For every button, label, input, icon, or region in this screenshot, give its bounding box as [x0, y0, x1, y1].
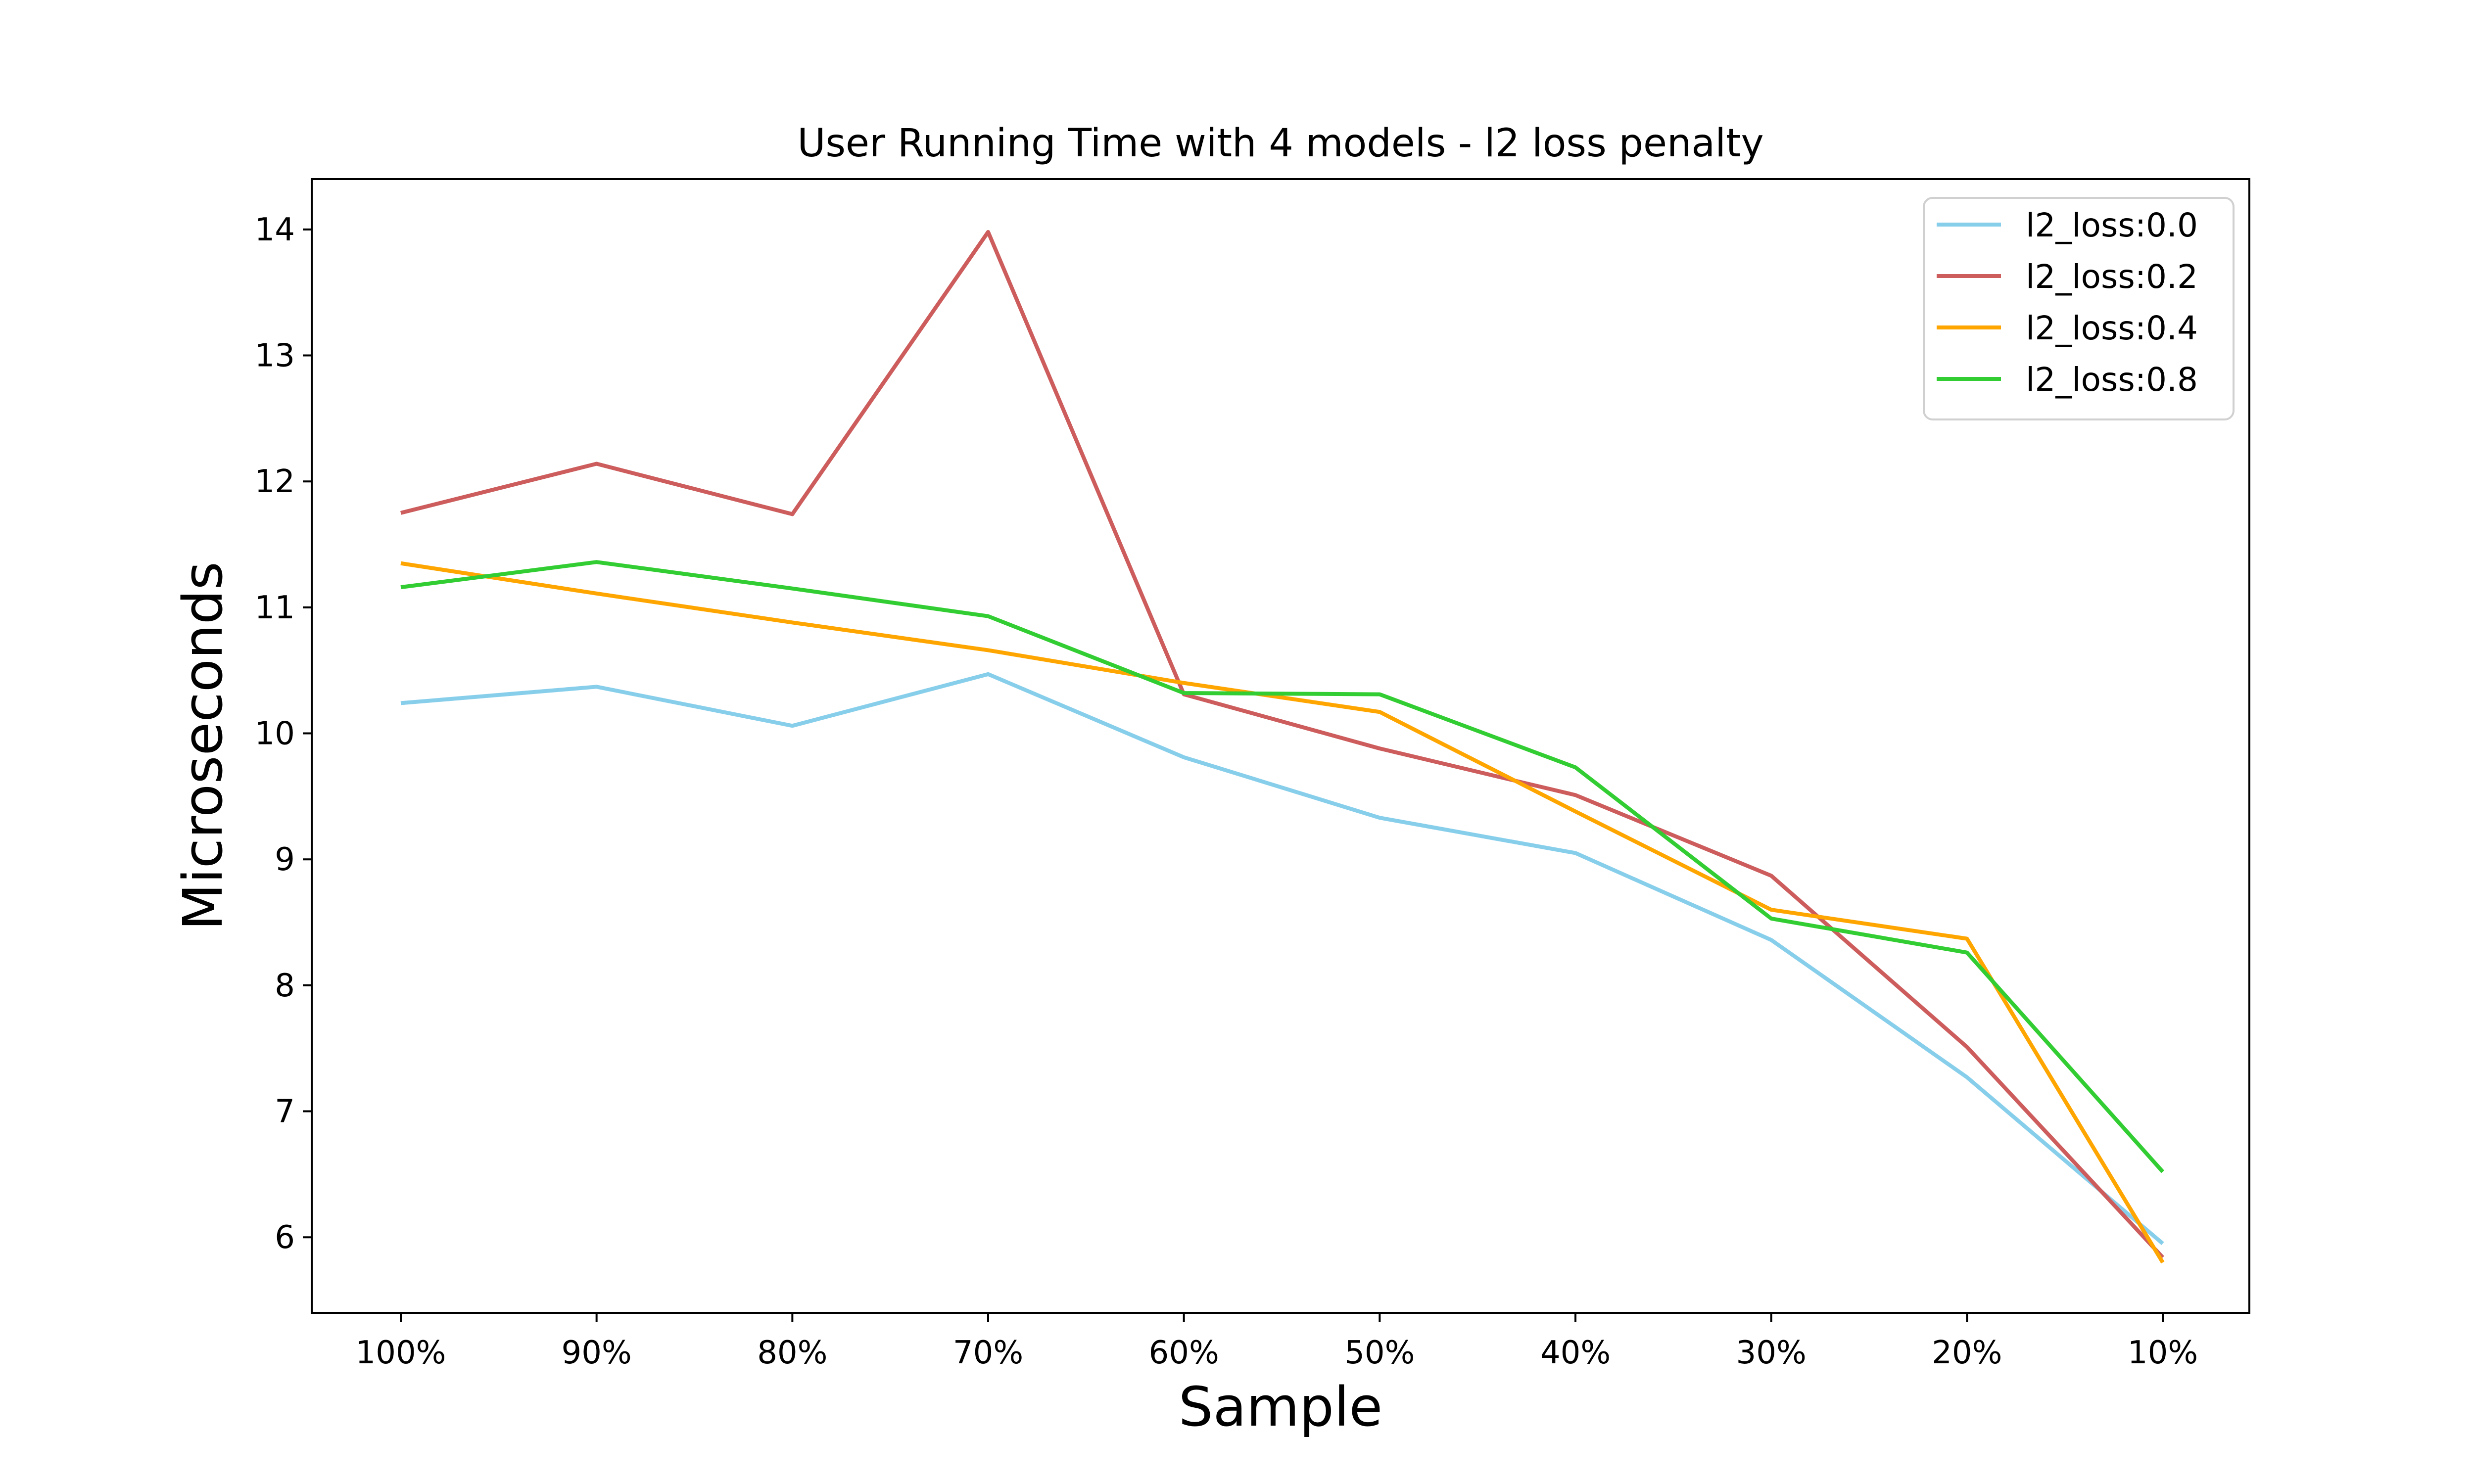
x-tick-label: 90%: [562, 1335, 632, 1371]
plot-area: [400, 230, 2165, 1264]
legend-label: l2_loss:0.4: [2026, 309, 2198, 347]
y-axis-title: Microseconds: [171, 561, 235, 930]
plot-frame: [311, 178, 2250, 1314]
x-tick-label: 40%: [1540, 1335, 1611, 1371]
series-line-1: [400, 230, 2164, 1259]
y-tick-label: 12: [255, 464, 295, 500]
y-tick-label: 11: [255, 590, 295, 626]
y-tick-label: 9: [275, 841, 295, 878]
y-tick-label: 8: [275, 968, 295, 1004]
x-axis: 100% 90% 80% 70% 60% 50% 40% 30% 20% 10%: [356, 1313, 2198, 1371]
legend-box: [1923, 197, 2235, 420]
x-tick-label: 70%: [953, 1335, 1023, 1371]
x-tick-label: 30%: [1736, 1335, 1807, 1371]
legend-label: l2_loss:0.8: [2026, 361, 2198, 399]
series-line-2: [400, 561, 2165, 1264]
series-line-3: [400, 560, 2164, 1173]
y-axis: 6 7 8 9 10 11 12 13 14: [255, 212, 312, 1256]
y-tick-label: 10: [255, 716, 295, 752]
x-tick-label: 20%: [1932, 1335, 2002, 1371]
legend: l2_loss:0.0 l2_loss:0.2 l2_loss:0.4 l2_loss…: [1923, 197, 2235, 420]
legend-label: l2_loss:0.0: [2026, 206, 2198, 244]
legend-label: l2_loss:0.2: [2026, 258, 2198, 296]
x-axis-title: Sample: [1179, 1375, 1382, 1438]
series-line-0: [400, 672, 2164, 1245]
x-tick-label: 100%: [356, 1335, 446, 1371]
x-tick-label: 80%: [757, 1335, 827, 1371]
y-tick-label: 7: [275, 1094, 295, 1130]
x-tick-label: 50%: [1344, 1335, 1415, 1371]
y-tick-label: 14: [255, 212, 295, 248]
y-tick-label: 6: [275, 1219, 295, 1256]
chart-title: User Running Time with 4 models - l2 los…: [797, 121, 1763, 166]
x-tick-label: 10%: [2128, 1335, 2198, 1371]
x-tick-label: 60%: [1149, 1335, 1219, 1371]
y-tick-label: 13: [255, 338, 295, 374]
